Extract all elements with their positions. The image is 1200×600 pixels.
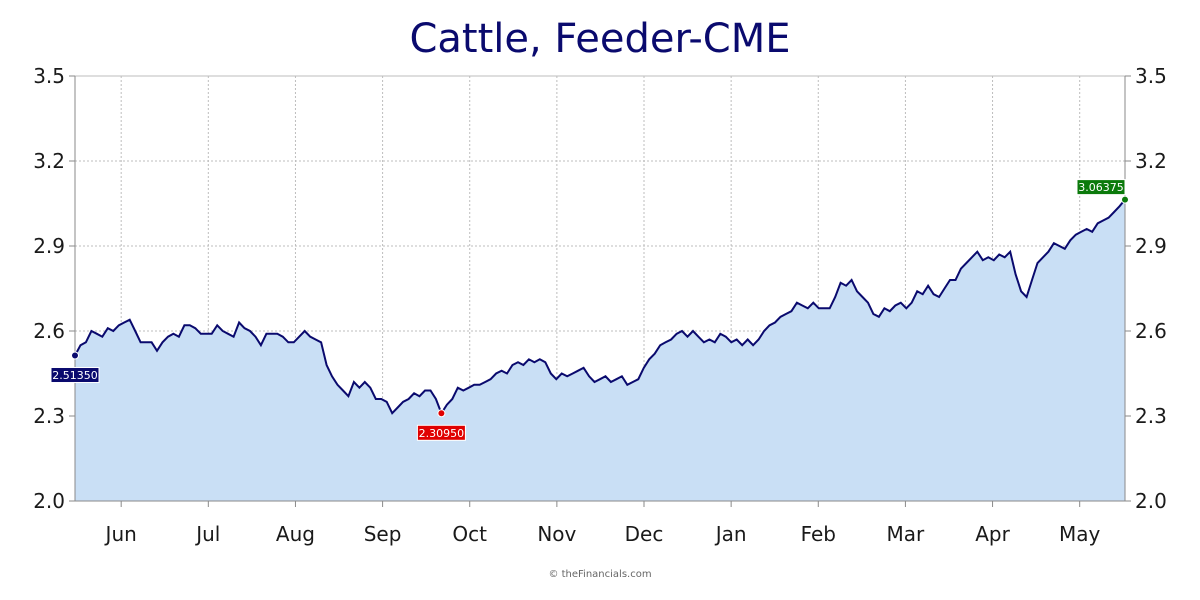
y-tick-label-right: 3.5 (1135, 64, 1167, 88)
min-flag-box (416, 424, 466, 441)
end-point (1121, 195, 1129, 204)
x-tick-label: Apr (975, 522, 1010, 546)
y-tick-label-right: 2.3 (1135, 404, 1167, 428)
y-tick-label-left: 2.3 (33, 404, 65, 428)
start-flag-box (50, 367, 100, 384)
x-tick-label: Oct (452, 522, 487, 546)
end-flag-label: 3.06375 (1078, 181, 1124, 194)
credit-text: © theFinancials.com (548, 569, 652, 580)
y-tick-label-left: 3.2 (33, 149, 65, 173)
y-tick-label-left: 3.5 (33, 64, 65, 88)
y-tick-label-right: 2.0 (1135, 489, 1167, 513)
start-point (71, 351, 79, 360)
y-tick-label-left: 2.6 (33, 319, 65, 343)
min-flag-label: 2.30950 (419, 427, 465, 440)
x-tick-label: Jun (104, 522, 137, 546)
min-point (437, 409, 446, 418)
x-tick-label: Nov (537, 522, 576, 546)
x-tick-label: May (1059, 522, 1101, 546)
x-tick-label: Mar (887, 522, 926, 546)
x-tick-label: Jul (194, 522, 220, 546)
x-tick-label: Feb (801, 522, 836, 546)
value-flags: 2.51350 2.30950 3.06375 (50, 179, 1129, 441)
y-tick-label-left: 2.0 (33, 489, 65, 513)
x-tick-label: Aug (276, 522, 315, 546)
x-tick-label: Jan (714, 522, 747, 546)
x-tick-label: Dec (625, 522, 664, 546)
end-flag-box (1076, 179, 1126, 196)
y-tick-label-right: 2.9 (1135, 234, 1167, 258)
x-tick-label: Sep (364, 522, 402, 546)
y-tick-label-left: 2.9 (33, 234, 65, 258)
price-line (74, 198, 1126, 416)
y-tick-label-right: 2.6 (1135, 319, 1167, 343)
start-flag-label: 2.51350 (52, 369, 98, 382)
price-area (75, 199, 1125, 501)
axis-labels: 2.0 2.0 2.3 2.3 2.6 2.6 2.9 2.9 3.2 3.2 3.5 3.5 Jun J… (33, 64, 1167, 546)
y-tick-label-right: 3.2 (1135, 149, 1167, 173)
chart-title: Cattle, Feeder-CME (409, 16, 791, 62)
